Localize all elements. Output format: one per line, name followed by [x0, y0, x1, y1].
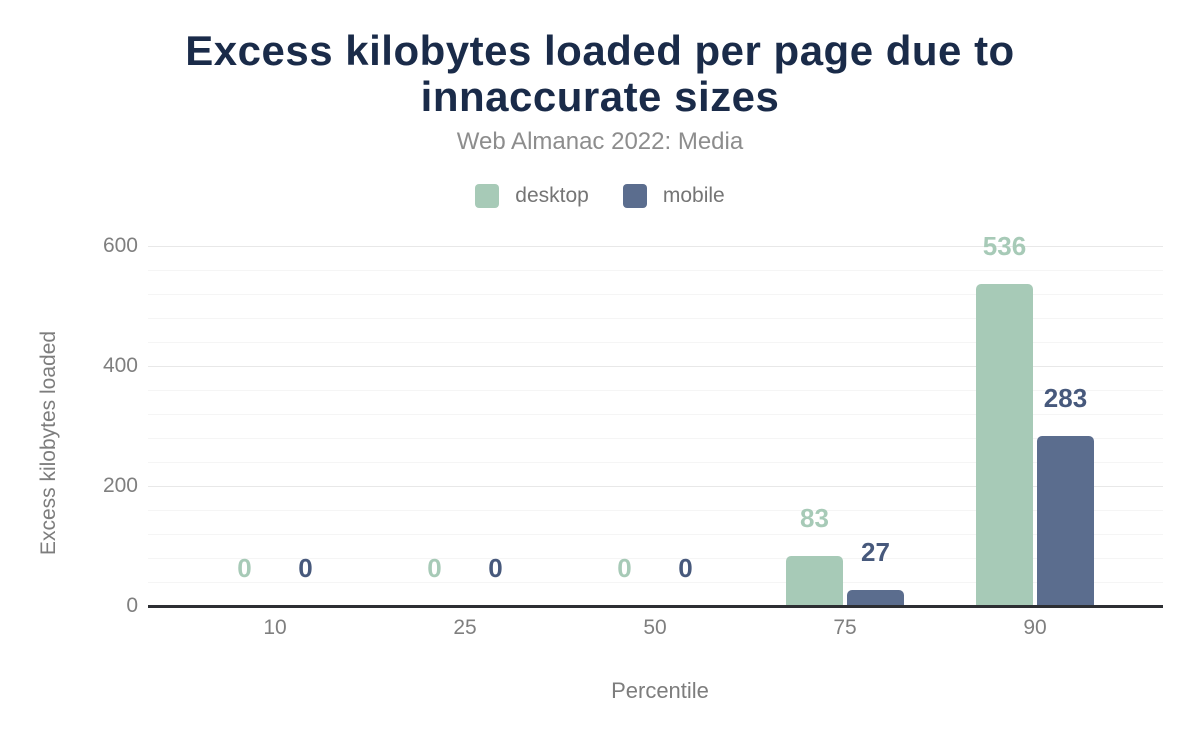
gridline-minor — [148, 390, 1163, 391]
gridline-minor — [148, 318, 1163, 319]
bar-value-label-mobile-90: 283 — [1043, 383, 1088, 414]
bar-value-label-mobile-10: 0 — [298, 553, 313, 583]
bar-desktop-75 — [786, 556, 843, 606]
gridline-minor — [148, 534, 1163, 535]
bar-mobile-90 — [1037, 436, 1094, 606]
x-tick-label-25: 25 — [453, 616, 477, 639]
gridline-minor — [148, 270, 1163, 271]
y-tick-label: 600 — [102, 234, 138, 257]
gridline-major — [148, 366, 1163, 367]
legend-label-mobile: mobile — [662, 184, 725, 207]
bar-value-label-desktop-50: 0 — [617, 553, 632, 583]
bar-value-label-desktop-75: 83 — [800, 503, 829, 534]
gridline-major — [148, 246, 1163, 247]
y-tick-label: 0 — [126, 594, 138, 617]
bar-value-label-mobile-75: 27 — [861, 536, 890, 567]
chart-title-line2: innaccurate sizes — [420, 73, 780, 120]
gridline-major — [148, 486, 1163, 487]
legend-item-desktop: desktop — [475, 184, 589, 208]
gridline-minor — [148, 342, 1163, 343]
x-tick-label-75: 75 — [833, 616, 857, 639]
x-tick-label-90: 90 — [1023, 616, 1047, 639]
bar-mobile-75 — [847, 589, 904, 606]
chart-legend: desktop mobile — [0, 184, 1200, 208]
x-axis-line — [148, 605, 1163, 608]
chart-title: Excess kilobytes loaded per page due to … — [0, 28, 1200, 120]
x-tick-label-10: 10 — [263, 616, 287, 639]
bar-value-label-desktop-25: 0 — [427, 553, 442, 583]
chart-subtitle: Web Almanac 2022: Media — [456, 128, 744, 155]
legend-label-desktop: desktop — [515, 184, 589, 207]
gridline-minor — [148, 462, 1163, 463]
legend-item-mobile: mobile — [622, 184, 725, 208]
gridline-minor — [148, 582, 1163, 583]
desktop-swatch-icon — [475, 184, 500, 208]
bar-value-label-desktop-90: 536 — [982, 231, 1027, 262]
gridline-minor — [148, 414, 1163, 415]
x-tick-label-50: 50 — [643, 616, 667, 639]
gridline-minor — [148, 294, 1163, 295]
bar-desktop-90 — [976, 284, 1033, 606]
y-tick-label: 400 — [102, 354, 138, 377]
gridline-minor — [148, 558, 1163, 559]
y-tick-label: 200 — [102, 474, 138, 497]
gridline-minor — [148, 438, 1163, 439]
chart-title-line1: Excess kilobytes loaded per page due to — [185, 27, 1015, 74]
x-axis-title: Percentile — [611, 678, 709, 703]
mobile-swatch-icon — [622, 184, 647, 208]
bar-value-label-mobile-50: 0 — [678, 553, 693, 583]
bar-value-label-mobile-25: 0 — [488, 553, 503, 583]
gridline-minor — [148, 510, 1163, 511]
bar-value-label-desktop-10: 0 — [237, 553, 252, 583]
y-axis-title: Excess kilobytes loaded — [37, 330, 60, 556]
